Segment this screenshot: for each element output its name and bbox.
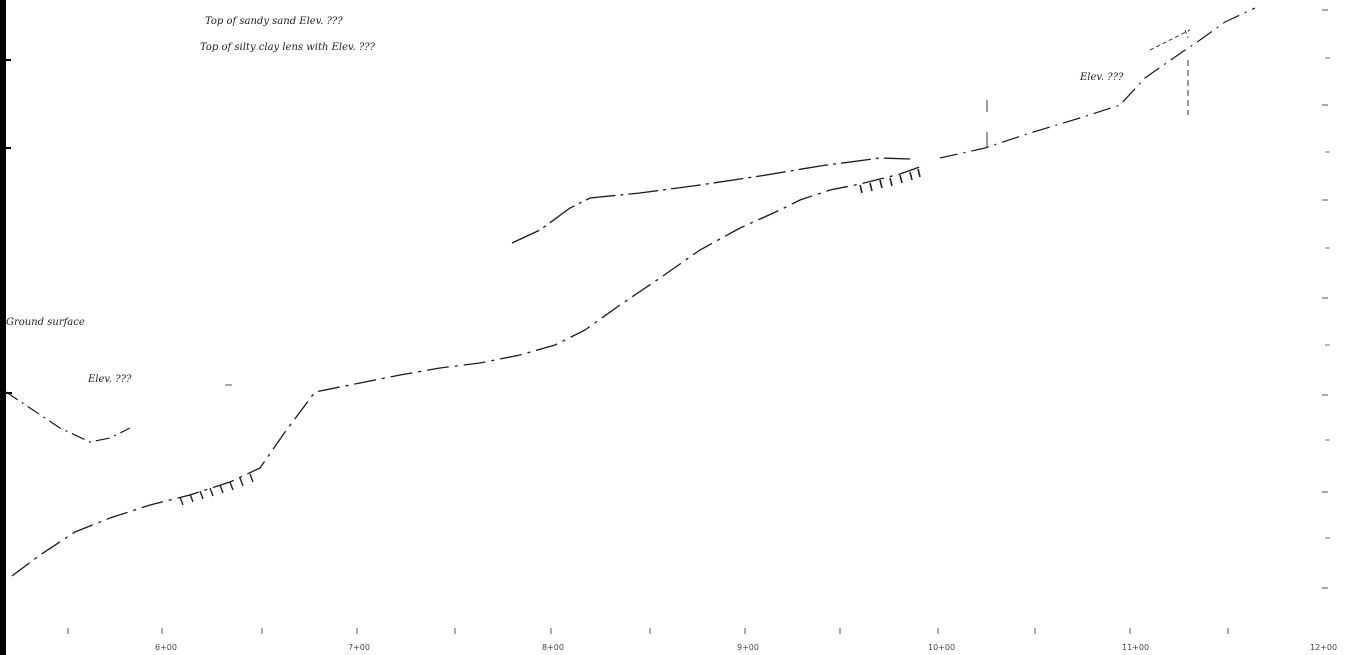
left-frame-border [0,0,6,655]
top-note-2: Top of silty clay lens with Elev. ??? [200,42,376,53]
bottom-axis-label-2: 7+00 [348,643,370,652]
leader-line [1149,29,1191,51]
right-axis [1322,9,1330,589]
top-note-1: Top of sandy sand Elev. ??? [205,16,343,27]
bottom-axis-label-1: 6+00 [155,643,177,652]
hatch-marks-left [179,473,254,506]
right-rising-line [939,7,1256,159]
right-axis-ticks [1322,9,1328,589]
upper-profile-line [511,157,911,244]
bottom-axis-label-7: 12+00 [1310,643,1337,652]
ground-surface-label: Ground surface [6,317,85,328]
right-axis-minor-marks [1325,57,1330,539]
bottom-axis-label-5: 10+00 [928,643,955,652]
bottom-axis-label-3: 8+00 [542,643,564,652]
ground-surface-line [5,391,131,443]
bottom-axis-ticks [67,628,1229,634]
bottom-axis: 6+00 7+00 8+00 9+00 10+00 11+00 12+00 [67,628,1337,652]
elevation-label: Elev. ??? [87,374,132,385]
right-note: Elev. ??? [1079,72,1124,83]
bottom-axis-label-6: 11+00 [1122,643,1149,652]
lower-profile-line [11,164,926,577]
hatch-marks-right [859,168,921,194]
left-frame-ticks [6,59,12,394]
bottom-axis-label-4: 9+00 [737,643,759,652]
